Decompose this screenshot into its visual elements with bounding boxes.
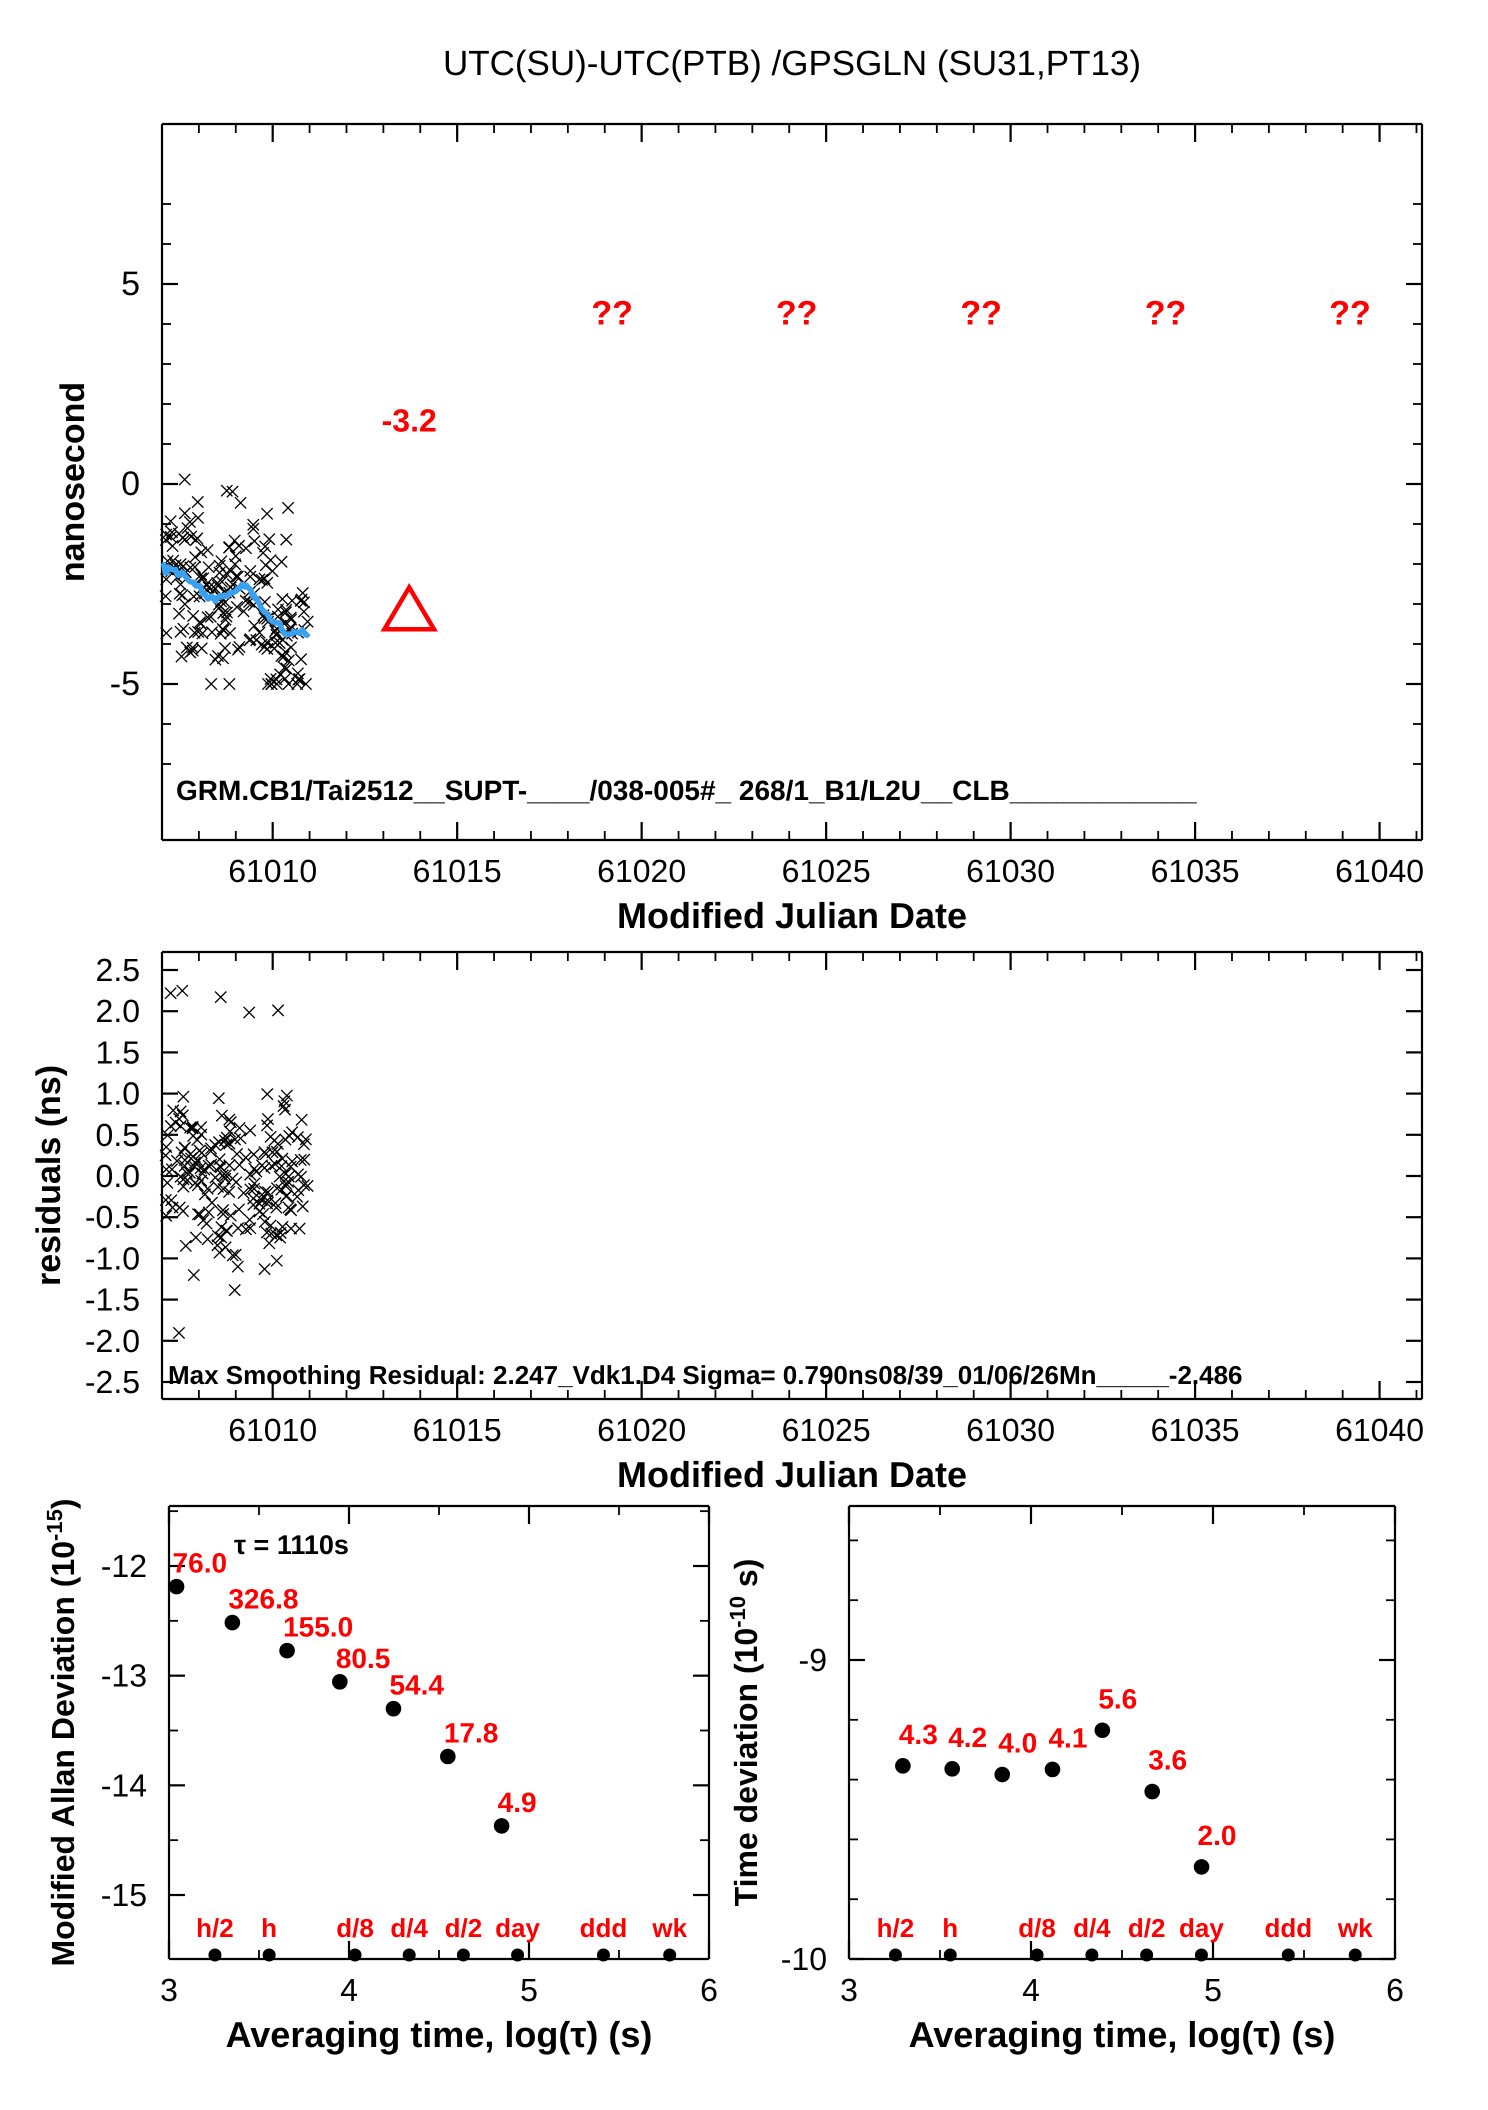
svg-text:155.0: 155.0 <box>283 1612 353 1643</box>
svg-text:ddd: ddd <box>580 1913 628 1943</box>
svg-text:h/2: h/2 <box>196 1913 234 1943</box>
svg-text:day: day <box>1179 1913 1224 1943</box>
svg-text:d/8: d/8 <box>336 1913 374 1943</box>
svg-text:4.0: 4.0 <box>998 1728 1037 1759</box>
svg-text:3.6: 3.6 <box>1148 1745 1187 1776</box>
svg-text:76.0: 76.0 <box>173 1548 228 1579</box>
svg-text:d/2: d/2 <box>445 1913 483 1943</box>
svg-text:17.8: 17.8 <box>444 1718 499 1749</box>
svg-text:??: ?? <box>1329 294 1371 332</box>
svg-text:??: ?? <box>1145 294 1187 332</box>
svg-text:d/2: d/2 <box>1128 1913 1166 1943</box>
svg-text:d/4: d/4 <box>390 1913 428 1943</box>
svg-text:wk: wk <box>1337 1913 1373 1943</box>
svg-text:??: ?? <box>776 294 818 332</box>
svg-text:??: ?? <box>960 294 1002 332</box>
svg-text:4.2: 4.2 <box>948 1722 987 1753</box>
svg-text:h: h <box>261 1913 277 1943</box>
svg-text:-3.2: -3.2 <box>382 403 437 439</box>
svg-text:ddd: ddd <box>1264 1913 1312 1943</box>
svg-text:d/8: d/8 <box>1018 1913 1056 1943</box>
svg-text:5.6: 5.6 <box>1098 1683 1137 1714</box>
svg-text:d/4: d/4 <box>1073 1913 1111 1943</box>
svg-text:day: day <box>495 1913 540 1943</box>
svg-text:54.4: 54.4 <box>389 1670 444 1701</box>
svg-text:4.3: 4.3 <box>899 1719 938 1750</box>
svg-text:wk: wk <box>651 1913 687 1943</box>
svg-text:??: ?? <box>591 294 633 332</box>
svg-text:4.1: 4.1 <box>1048 1722 1087 1753</box>
svg-text:h/2: h/2 <box>877 1913 915 1943</box>
svg-text:326.8: 326.8 <box>228 1584 298 1615</box>
svg-text:4.9: 4.9 <box>498 1787 537 1818</box>
svg-text:2.0: 2.0 <box>1198 1820 1237 1851</box>
svg-text:80.5: 80.5 <box>336 1643 391 1674</box>
svg-text:h: h <box>942 1913 958 1943</box>
